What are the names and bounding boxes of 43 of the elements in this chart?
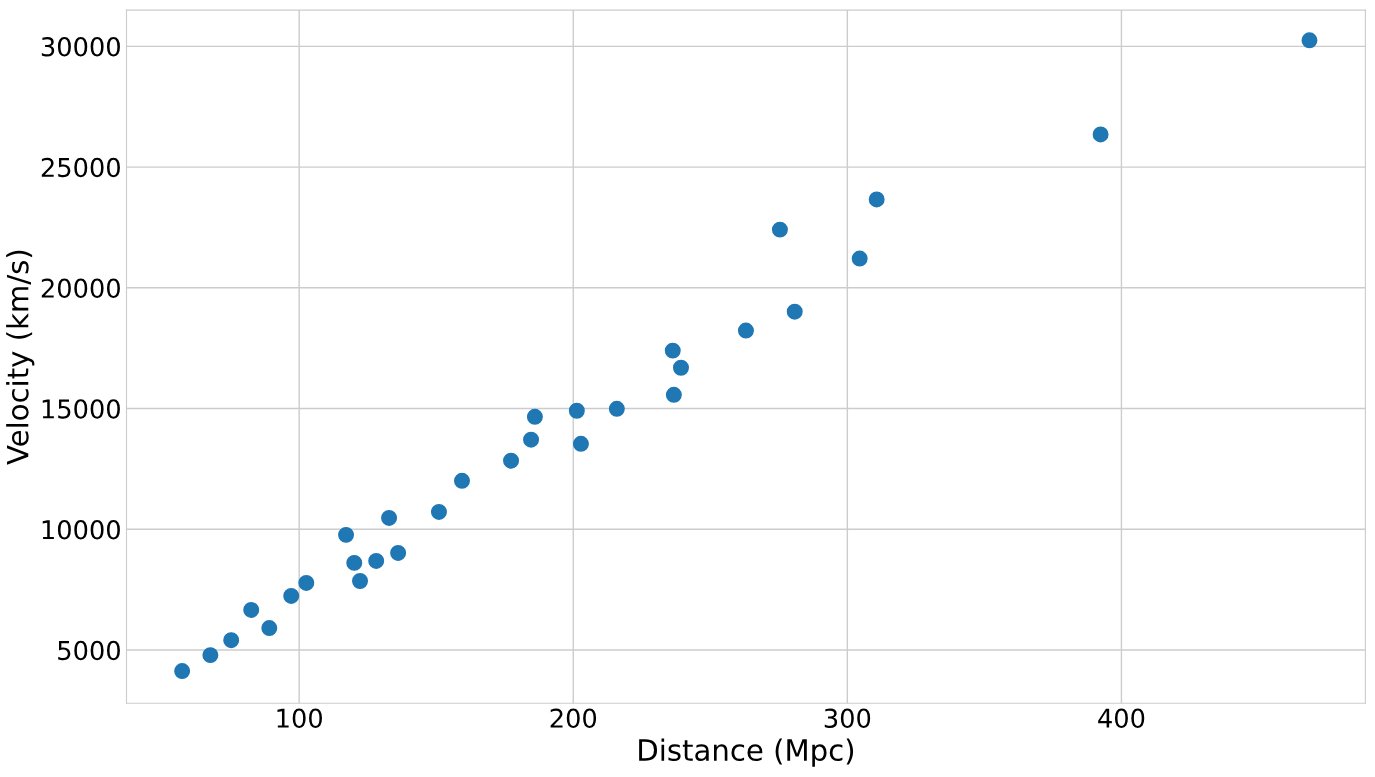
point [1092,126,1109,143]
point [503,452,520,469]
point [673,359,689,376]
point [851,250,868,267]
point [261,620,278,637]
point [1301,32,1318,49]
y-tick-label: 10000 [42,520,120,540]
point [174,663,191,680]
point [352,573,369,589]
point [454,472,470,489]
point [390,544,407,561]
point [338,526,355,543]
point [202,647,219,664]
point [664,342,681,359]
point [223,632,240,649]
point [346,554,363,571]
y-tick-label: 25000 [41,157,120,178]
point [381,509,398,526]
x-axis-title: Distance (Mpc) [639,738,854,767]
point [868,191,885,208]
x-tick-label: 200 [550,708,597,728]
point [737,322,754,339]
x-tick-label: 400 [1098,708,1145,728]
y-tick-label: 20000 [41,278,120,298]
point [572,435,589,452]
point [283,587,300,604]
x-tick-label: 300 [824,708,871,728]
point [568,402,585,419]
y-tick-label: 15000 [42,399,120,419]
point [665,386,682,403]
point [298,574,315,591]
point [523,431,540,448]
y-tick-label: 30000 [41,37,120,57]
point [786,303,803,320]
point [243,601,260,618]
point [430,503,447,520]
point [771,221,788,238]
point [368,552,385,569]
point [526,408,543,425]
y-axis-title: Velocity (km/s) [6,250,35,465]
x-tick-label: 100 [277,708,322,728]
point [608,400,625,417]
y-tick-label: 5000 [58,640,120,661]
